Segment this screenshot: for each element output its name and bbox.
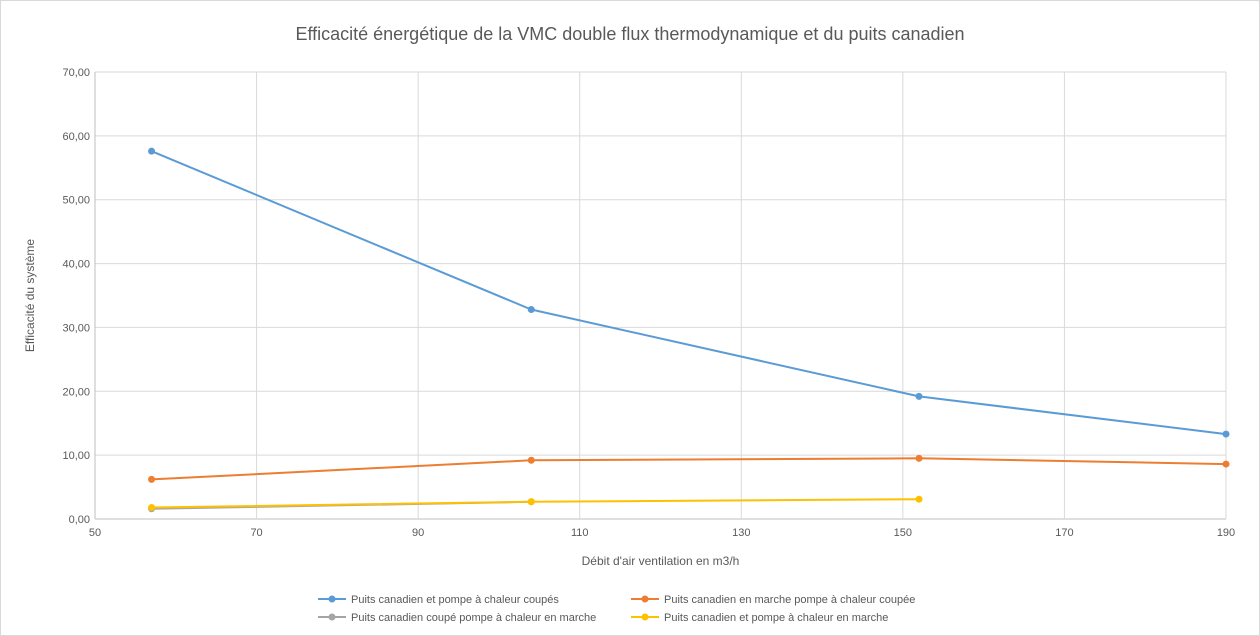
data-point (527, 498, 535, 506)
x-tick-label: 90 (412, 527, 424, 539)
data-point (527, 306, 535, 314)
legend-marker (328, 595, 336, 603)
legend-item: Puits canadien et pompe à chaleur en mar… (631, 612, 888, 624)
legend-label: Puits canadien et pompe à chaleur coupés (351, 594, 559, 606)
axis-layer: 0,00 10,00 20,00 30,00 40,00 50,00 60,00 70,00 5… (62, 67, 1235, 539)
y-tick-label: 0,00 (69, 514, 90, 526)
chart-title: Efficacité énergétique de la VMC double … (295, 24, 965, 44)
legend-marker (328, 613, 336, 621)
series-line (151, 498, 920, 509)
series-2 (148, 454, 1230, 483)
legend-label: Puits canadien coupé pompe à chaleur en … (351, 612, 596, 624)
series-1 (148, 147, 1230, 438)
series-4 (148, 495, 923, 512)
x-tick-label: 70 (250, 527, 262, 539)
series-line (151, 457, 1227, 481)
legend-label: Puits canadien en marche pompe à chaleur… (664, 594, 915, 606)
series-line (151, 150, 1227, 436)
data-point (915, 495, 923, 503)
x-tick-label: 110 (571, 527, 589, 539)
legend: Puits canadien et pompe à chaleur coupés… (318, 594, 915, 624)
data-point (915, 454, 923, 462)
series-layer (148, 147, 1230, 513)
y-tick-label: 70,00 (62, 67, 90, 79)
legend-marker (641, 595, 649, 603)
y-tick-label: 60,00 (62, 131, 90, 143)
y-tick-label: 50,00 (62, 195, 90, 207)
x-tick-label: 190 (1217, 527, 1235, 539)
data-point (148, 147, 156, 155)
y-tick-label: 20,00 (62, 386, 90, 398)
legend-item: Puits canadien et pompe à chaleur coupés (318, 594, 559, 606)
y-tick-label: 10,00 (62, 450, 90, 462)
grid-layer (94, 71, 1227, 520)
x-axis-title: Débit d'air ventilation en m3/h (582, 554, 740, 568)
data-point (915, 392, 923, 400)
data-point (1222, 460, 1230, 468)
data-point (1222, 430, 1230, 438)
x-tick-label: 130 (732, 527, 750, 539)
y-axis-title: Efficacité du système (23, 239, 37, 352)
y-tick-label: 40,00 (62, 259, 90, 271)
x-tick-label: 150 (894, 527, 912, 539)
legend-marker (641, 613, 649, 621)
data-point (527, 456, 535, 464)
legend-label: Puits canadien et pompe à chaleur en mar… (664, 612, 888, 624)
data-point (148, 475, 156, 483)
legend-item: Puits canadien coupé pompe à chaleur en … (318, 612, 596, 624)
legend-item: Puits canadien en marche pompe à chaleur… (631, 594, 915, 606)
y-tick-label: 30,00 (62, 322, 90, 334)
x-tick-label: 50 (89, 527, 101, 539)
data-point (148, 504, 156, 512)
x-tick-label: 170 (1055, 527, 1073, 539)
